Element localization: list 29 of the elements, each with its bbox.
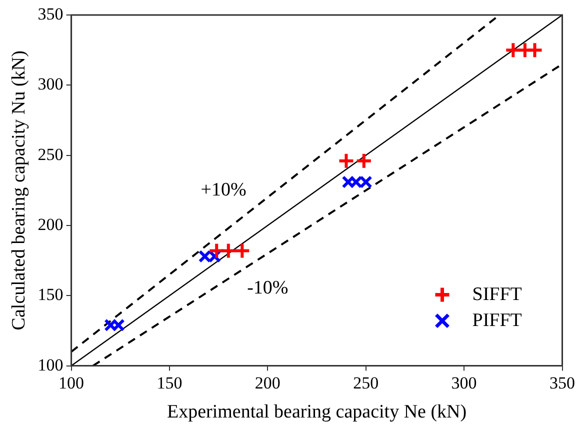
x-tick-label: 100	[58, 373, 84, 392]
point	[342, 176, 355, 188]
x-tick-label: 300	[451, 373, 477, 392]
x-tick-label: 150	[156, 373, 182, 392]
legend-label: SIFFT	[472, 284, 522, 305]
y-tick-label: 150	[38, 285, 64, 304]
point	[359, 176, 372, 188]
point	[198, 250, 212, 263]
point	[526, 42, 544, 59]
point	[355, 152, 372, 170]
x-tick-label: 350	[550, 373, 575, 392]
x-axis-title: Experimental bearing capacity Ne (kN)	[166, 402, 467, 423]
y-tick-label: 300	[38, 74, 64, 94]
annotation: +10%	[200, 179, 246, 200]
point	[220, 242, 237, 260]
x-tick-label: 200	[254, 373, 280, 392]
y-tick-label: 200	[38, 214, 64, 234]
point	[338, 152, 355, 170]
legend-label: PIFFT	[472, 310, 522, 331]
y-tick-label: 350	[38, 4, 64, 24]
point	[104, 318, 118, 332]
annotation: -10%	[247, 278, 288, 299]
y-tick-label: 250	[38, 144, 64, 164]
point	[112, 318, 125, 332]
x-tick-label: 250	[353, 373, 379, 392]
point	[350, 176, 362, 188]
point	[234, 242, 251, 260]
y-axis-title: Calculated bearing capacity Nu (kN)	[8, 50, 30, 330]
y-tick-label: 100	[38, 355, 64, 374]
